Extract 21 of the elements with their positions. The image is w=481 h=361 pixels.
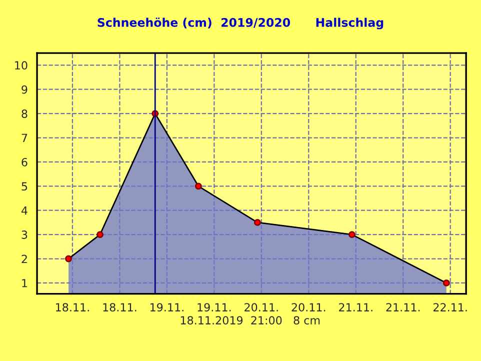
y-tick-label: 3 xyxy=(22,230,28,239)
text: 18.11.2019 21:00 8 cm xyxy=(180,316,320,325)
y-tick-label: 4 xyxy=(21,206,28,215)
y-tick-label: 9 xyxy=(22,85,28,94)
x-tick-label: 20.11. xyxy=(244,303,278,312)
y-tick-label: 10 xyxy=(15,61,28,70)
x-tick-label: 21.11. xyxy=(339,303,372,312)
chart-title: Schneehöhe (cm) 2019/2020 Hallschlag xyxy=(98,18,384,30)
y-tick-label: 1 xyxy=(22,279,27,288)
x-tick-label: 21.11. xyxy=(386,303,420,312)
y-tick-label: 6 xyxy=(22,158,28,166)
y-tick-label: 2 xyxy=(22,254,27,263)
y-tick-label: 7 xyxy=(22,134,28,142)
y-tick-label: 8 xyxy=(22,110,28,118)
x-tick-label: 19.11. xyxy=(150,303,184,312)
y-tick-label: 5 xyxy=(22,182,28,191)
x-tick-label: 18.11. xyxy=(56,303,89,312)
x-tick-label: 19.11. xyxy=(198,303,231,312)
x-tick-label: 18.11. xyxy=(103,303,136,312)
x-tick-label: 22.11. xyxy=(433,303,467,312)
x-tick-label: 20.11. xyxy=(292,303,326,312)
